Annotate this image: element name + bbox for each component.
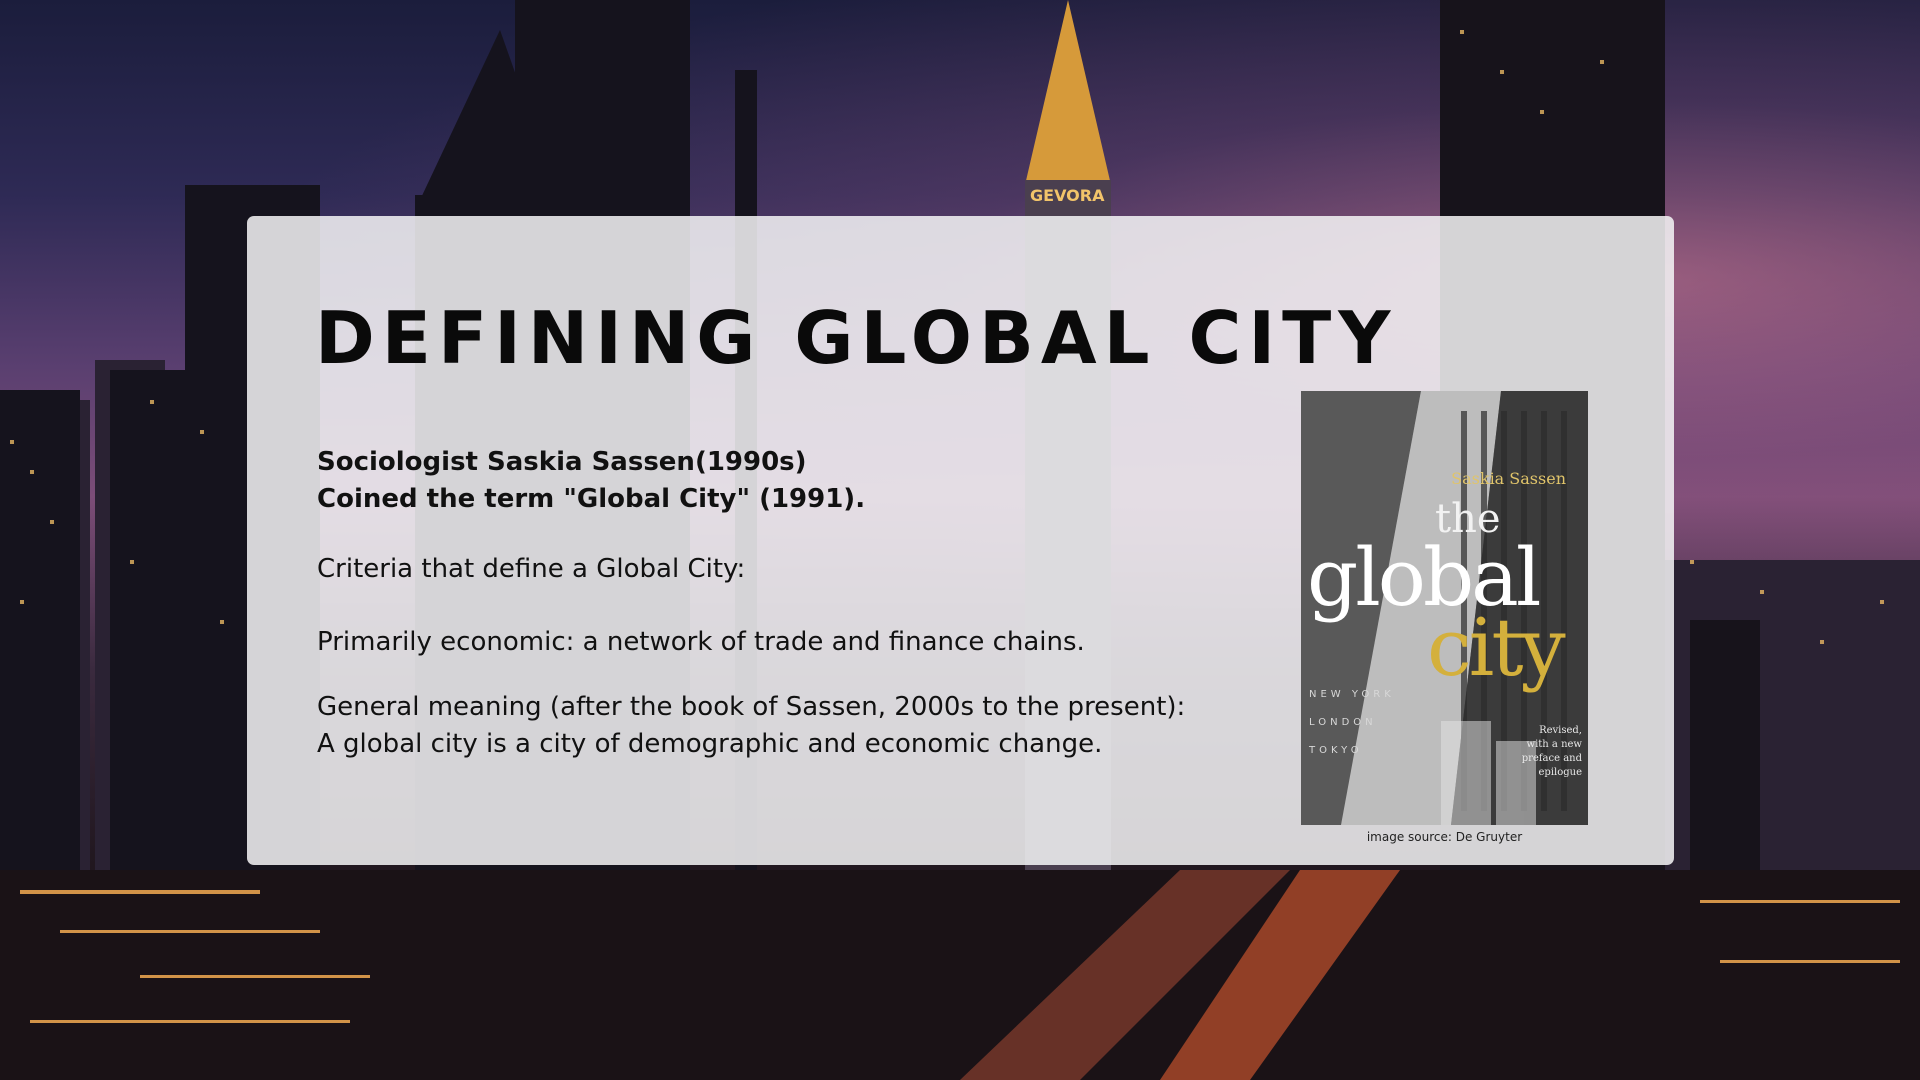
body-text: Sociologist Saskia Sassen(1990s) Coined …	[317, 444, 1277, 763]
city-lights	[20, 890, 1900, 1023]
lit-windows	[10, 30, 1884, 644]
book-author: Saskia Sassen	[1451, 469, 1566, 488]
content-panel: DEFINING GLOBAL CITY Sociologist Saskia …	[247, 216, 1674, 865]
book-note-line: preface and	[1521, 753, 1582, 764]
general-meaning-text: A global city is a city of demographic a…	[317, 729, 1103, 759]
book-edition-note: Revised, with a new preface and epilogue	[1522, 724, 1582, 780]
book-city-item: LONDON	[1309, 717, 1377, 728]
book-cover-image: Saskia Sassen the global city NEW YORK L…	[1301, 391, 1588, 825]
book-title-city: city	[1427, 601, 1566, 694]
highway	[960, 870, 1290, 1080]
slide-title: DEFINING GLOBAL CITY	[315, 296, 1398, 380]
gevora-sign: GEVORA	[1030, 186, 1105, 205]
criteria-economic: Primarily economic: a network of trade a…	[317, 627, 1085, 657]
book-title-global: global	[1307, 531, 1541, 624]
highway-lights	[1160, 870, 1400, 1080]
book-building-art	[1301, 391, 1588, 825]
book-note-line: epilogue	[1538, 767, 1583, 778]
term-line: Coined the term "Global City" (1991).	[317, 484, 866, 514]
sassen-line: Sociologist Saskia Sassen(1990s)	[317, 447, 807, 477]
book-title-the: the	[1435, 496, 1501, 542]
book-cities: NEW YORK LONDON TOKYO	[1309, 681, 1395, 765]
book-note-line: with a new	[1526, 739, 1582, 750]
book-note-line: Revised,	[1539, 725, 1582, 736]
image-caption: image source: De Gruyter	[1366, 830, 1523, 844]
general-meaning-heading: General meaning (after the book of Sasse…	[317, 692, 1186, 722]
criteria-heading: Criteria that define a Global City:	[317, 554, 746, 584]
book-city-item: TOKYO	[1309, 745, 1363, 756]
book-city-item: NEW YORK	[1309, 689, 1395, 700]
